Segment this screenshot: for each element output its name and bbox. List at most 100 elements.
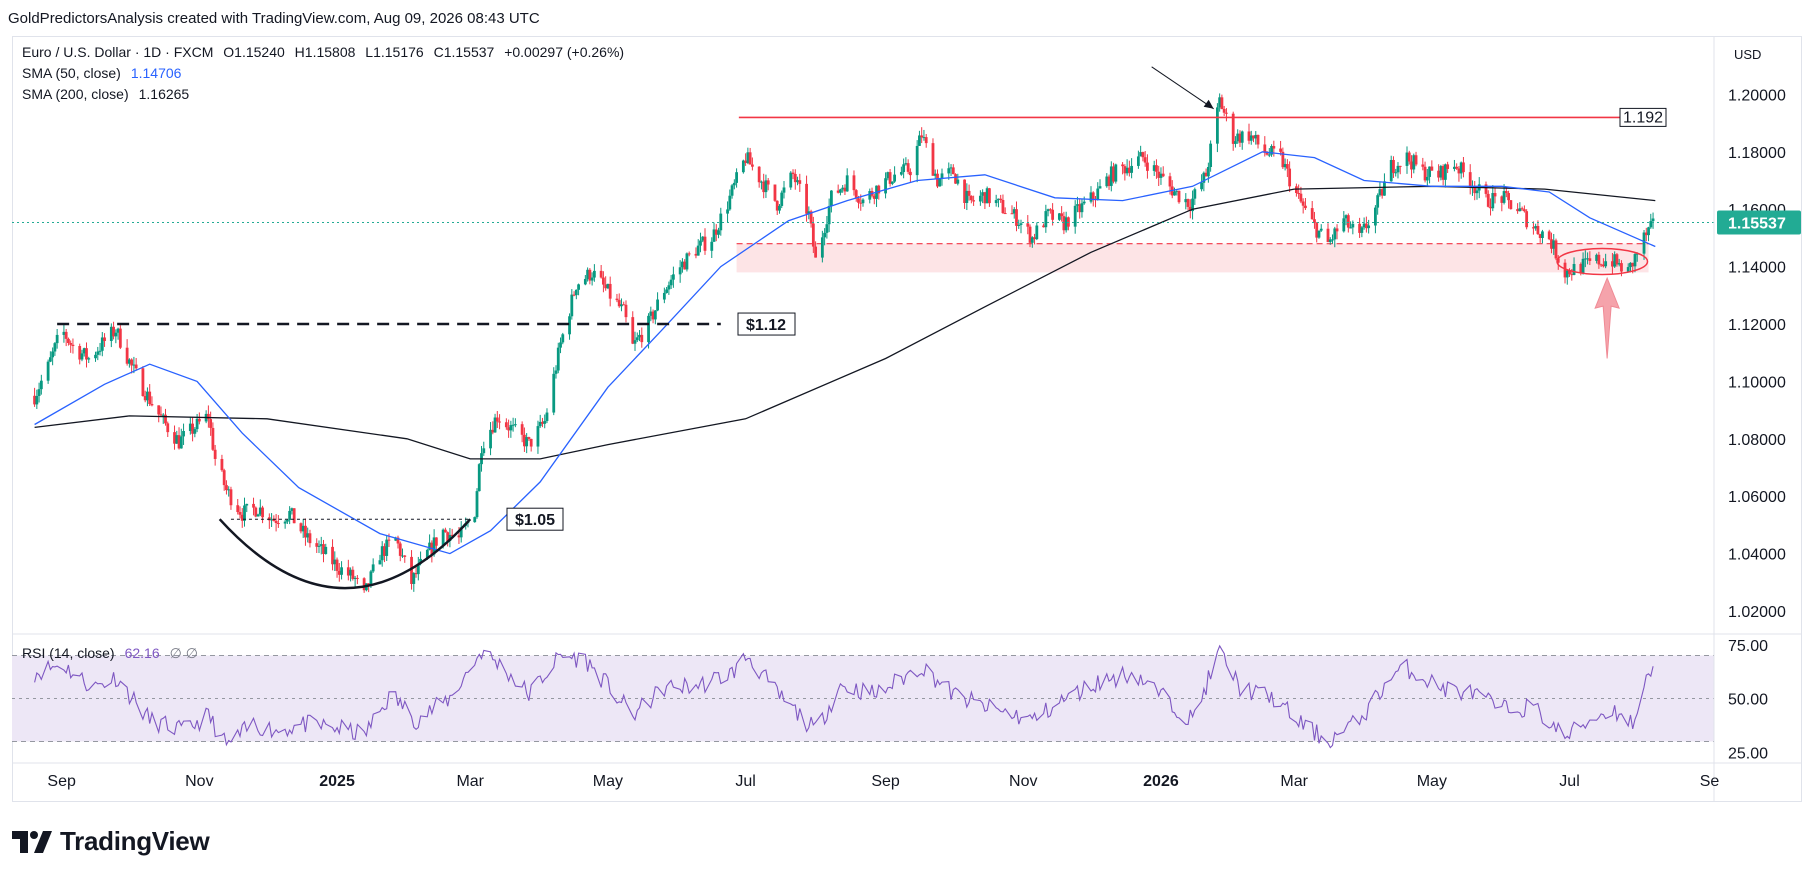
candle-body	[270, 518, 273, 521]
candle-body	[933, 173, 937, 176]
candle-body	[798, 180, 802, 184]
candle-body	[1215, 107, 1219, 144]
candle-body	[1175, 190, 1179, 192]
chart-canvas[interactable]: 1.200001.180001.160001.140001.120001.100…	[0, 0, 1814, 810]
candle-body	[1430, 166, 1434, 171]
candle-body	[292, 508, 296, 524]
candle-body	[1030, 237, 1034, 243]
candle-body	[229, 489, 233, 506]
candle-body	[1507, 193, 1510, 201]
candle-body	[35, 395, 39, 405]
candle-body	[744, 160, 748, 164]
candle-body	[841, 187, 845, 190]
candle-body	[985, 188, 989, 204]
candle-body	[750, 164, 754, 167]
candle-body	[1522, 209, 1526, 212]
candle-body	[791, 172, 795, 174]
sma50-legend[interactable]: SMA (50, close) 1.14706	[22, 65, 187, 81]
candle-body	[322, 544, 325, 554]
candle-body	[719, 213, 723, 231]
candle-body	[51, 351, 55, 358]
rsi-legend[interactable]: RSI (14, close) 62.16 ∅ ∅	[22, 645, 204, 662]
candle-body	[403, 555, 407, 557]
currency-selector[interactable]: USD	[1734, 47, 1762, 62]
candle-body	[997, 198, 1000, 201]
candle-body	[1651, 218, 1655, 222]
candle-body	[703, 236, 707, 251]
candle-body	[592, 270, 596, 278]
symbol-legend[interactable]: Euro / U.S. Dollar · 1D · FXCM O1.15240 …	[22, 44, 630, 60]
candle-body	[956, 179, 960, 184]
candle-body	[337, 570, 341, 575]
candle-body	[1267, 154, 1271, 156]
candle-body	[590, 277, 594, 281]
candle-body	[1123, 166, 1127, 174]
candle-body	[701, 236, 705, 241]
candle-body	[615, 298, 619, 301]
candle-body	[554, 370, 558, 374]
candle-body	[906, 163, 910, 172]
rsi-pane	[12, 644, 1714, 749]
tradingview-logo[interactable]: TradingView	[12, 826, 210, 857]
candle-body	[1601, 264, 1605, 267]
y-tick-label: 1.06000	[1728, 489, 1786, 506]
candle-body	[132, 364, 136, 366]
candle-body	[317, 545, 321, 547]
candle-body	[854, 190, 858, 199]
candle-body	[225, 485, 228, 491]
candle-body	[780, 192, 784, 206]
candle-body	[1642, 232, 1646, 254]
candle-body	[1304, 205, 1307, 209]
candle-body	[685, 253, 689, 270]
candle-body	[1374, 207, 1377, 226]
candle-body	[1012, 209, 1016, 214]
candle-body	[1326, 228, 1330, 243]
candle-body	[1595, 254, 1599, 261]
candle-body	[820, 237, 824, 258]
candle-body	[1410, 161, 1413, 170]
candle-body	[1351, 223, 1355, 228]
candle-body	[1550, 239, 1553, 249]
candle-body	[94, 354, 97, 359]
candle-body	[1315, 223, 1319, 238]
candle-body	[425, 549, 429, 559]
candle-body	[1048, 209, 1052, 211]
candle-body	[62, 331, 66, 335]
candle-body	[331, 546, 334, 565]
candle-body	[39, 380, 43, 390]
candle-body	[1342, 218, 1346, 232]
candle-body	[969, 195, 973, 201]
candle-body	[809, 211, 813, 224]
candle-body	[1225, 112, 1228, 114]
candle-body	[213, 449, 217, 459]
candle-body	[1446, 164, 1450, 169]
open-label: O	[223, 44, 235, 60]
candle-body	[459, 527, 463, 538]
candle-body	[1509, 200, 1513, 210]
y-tick-label: 1.02000	[1728, 604, 1786, 621]
candle-body	[473, 517, 477, 523]
candle-body	[1252, 135, 1255, 139]
candle-body	[954, 174, 957, 184]
candle-body	[238, 512, 242, 515]
candle-body	[760, 181, 763, 183]
candle-body	[166, 423, 170, 433]
sma200-legend[interactable]: SMA (200, close) 1.16265	[22, 86, 195, 102]
candle-body	[1425, 176, 1429, 181]
candle-body	[1279, 148, 1282, 152]
candle-body	[385, 539, 389, 556]
candle-body	[78, 346, 82, 360]
candle-body	[662, 292, 666, 300]
y-tick-label: 1.18000	[1728, 145, 1786, 162]
axes: 1.200001.180001.160001.140001.120001.100…	[12, 36, 1802, 802]
candle-body	[1579, 263, 1583, 274]
candle-body	[1283, 164, 1287, 168]
candle-body	[805, 183, 808, 214]
candle-body	[1109, 166, 1113, 186]
candle-body	[638, 334, 641, 338]
candle-body	[1202, 172, 1206, 183]
candle-body	[1272, 145, 1276, 149]
candle-body	[778, 205, 781, 211]
candle-body	[1412, 155, 1416, 170]
candle-body	[355, 577, 359, 579]
